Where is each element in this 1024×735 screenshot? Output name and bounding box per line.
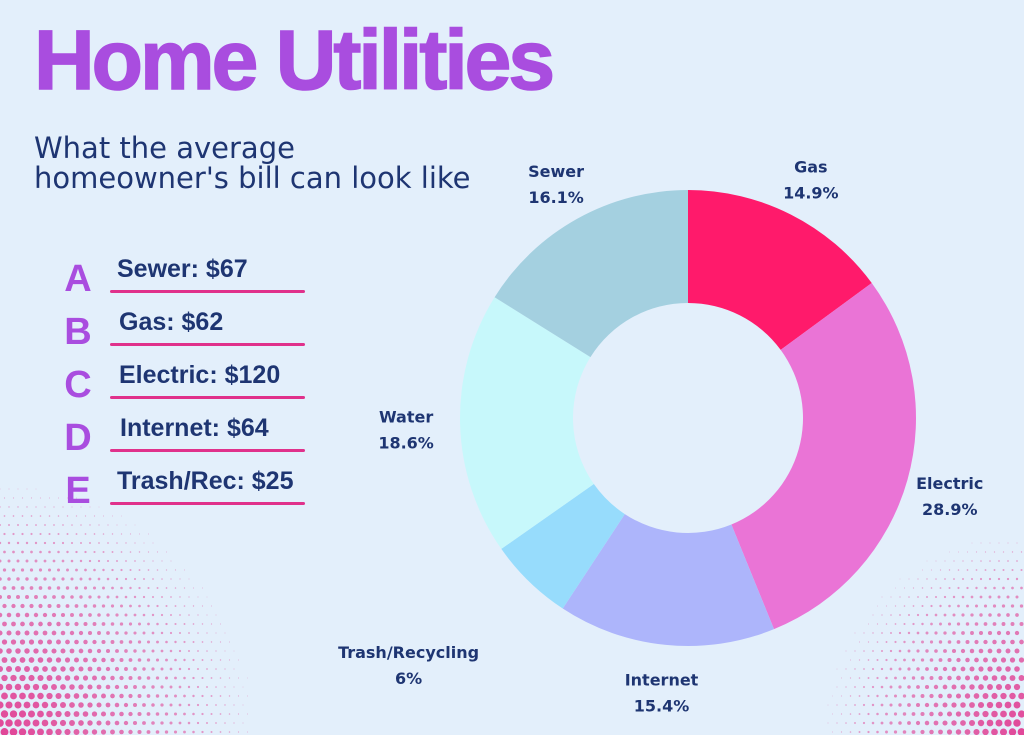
legend-underline	[110, 396, 305, 399]
slice-percent-label: 15.4%	[634, 697, 690, 716]
slice-label: Internet	[625, 671, 699, 690]
legend-underline	[110, 502, 305, 505]
slice-percent-label: 14.9%	[783, 183, 839, 202]
donut-chart: Gas 14.9% Electric 28.9% Internet 15.4% Trash/…	[338, 157, 983, 716]
page-subtitle: What the average homeowner's bill can lo…	[34, 131, 471, 195]
slice-label: Trash/Recycling	[338, 643, 479, 662]
donut-slice-electric	[731, 283, 917, 630]
legend-letter: A	[64, 258, 92, 300]
slice-label: Sewer	[528, 162, 584, 181]
slice-percent-label: 6%	[395, 669, 422, 688]
slice-label: Water	[379, 407, 433, 426]
donut-slice-internet	[562, 514, 775, 646]
legend-underline	[110, 290, 305, 293]
legend-text: Electric: $120	[119, 361, 281, 389]
legend-text: Trash/Rec: $25	[117, 467, 294, 495]
legend-letter: C	[64, 364, 92, 406]
legend-text: Sewer: $67	[117, 255, 248, 283]
slice-label: Electric	[916, 474, 983, 493]
slice-percent-label: 28.9%	[922, 500, 978, 519]
slice-label: Gas	[794, 157, 827, 176]
legend-letter: B	[64, 311, 92, 353]
page-title: Home Utilities	[33, 13, 556, 107]
slice-percent-label: 16.1%	[528, 188, 584, 207]
legend-text: Internet: $64	[120, 414, 269, 442]
donut-slice-trash-recycling	[501, 484, 625, 609]
donut-slice-sewer	[494, 190, 688, 358]
donut-slice-gas	[688, 190, 872, 350]
legend-text: Gas: $62	[119, 308, 224, 336]
slice-percent-label: 18.6%	[378, 433, 434, 452]
legend-letter: D	[64, 417, 92, 459]
legend-letter: E	[65, 470, 91, 512]
legend-underline	[110, 343, 305, 346]
donut-slice-water	[460, 297, 594, 549]
legend-underline	[110, 449, 305, 452]
